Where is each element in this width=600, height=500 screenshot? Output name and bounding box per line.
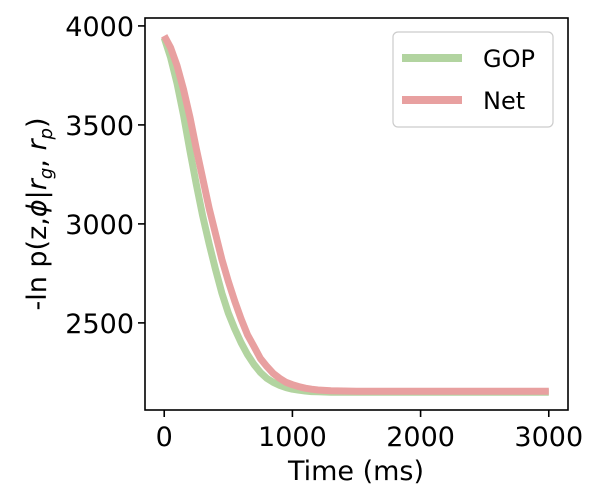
legend-label-gop: GOP [483, 45, 535, 73]
series-layer [160, 34, 549, 396]
series-line-net [161, 34, 549, 395]
x-tick-label: 3000 [514, 422, 583, 453]
y-tick-label: 3000 [65, 210, 134, 241]
y-axis-label: -ln p(z,ϕ|rg, rp) [22, 117, 57, 310]
x-axis-label: Time (ms) [287, 456, 424, 487]
x-axis-ticks: 0 1000 2000 3000 [156, 410, 583, 453]
y-tick-label: 4000 [65, 12, 134, 43]
x-tick-label: 0 [156, 422, 173, 453]
y-tick-label: 2500 [65, 309, 134, 340]
legend: GOP Net [392, 31, 554, 128]
y-axis-ticks: 2500 3000 3500 4000 [65, 12, 145, 340]
y-tick-label: 3500 [65, 111, 134, 142]
legend-label-net: Net [483, 87, 525, 115]
x-tick-label: 1000 [258, 422, 327, 453]
plot-frame [144, 17, 569, 411]
x-tick-label: 2000 [386, 422, 455, 453]
